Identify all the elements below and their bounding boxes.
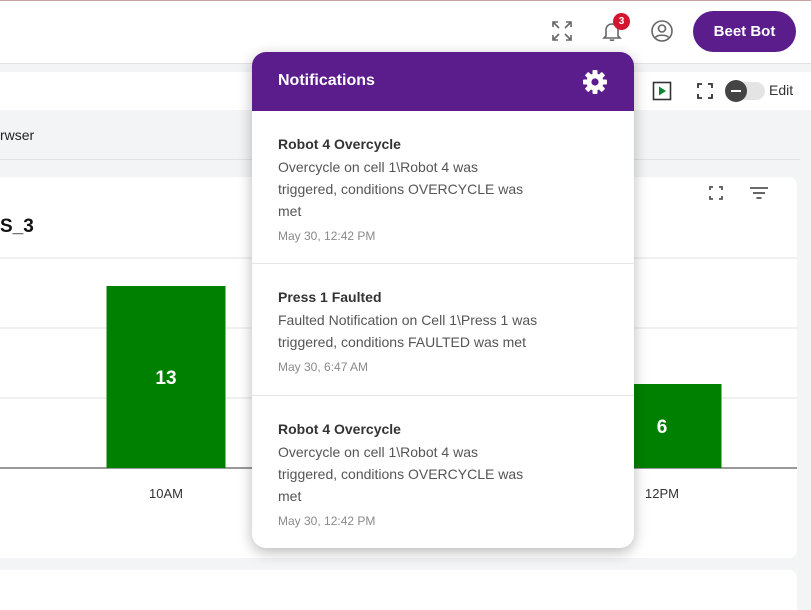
notification-body: Overcycle on cell 1\Robot 4 was triggere… (278, 156, 608, 222)
notification-body: Overcycle on cell 1\Robot 4 was triggere… (278, 441, 608, 507)
notification-item[interactable]: Robot 4 Overcycle Overcycle on cell 1\Ro… (252, 396, 634, 548)
browser-label: rwser (0, 127, 35, 143)
bottom-card (0, 570, 797, 610)
notification-body-line: Overcycle on cell 1\Robot 4 was (278, 444, 478, 460)
fullscreen-icon[interactable] (549, 18, 575, 44)
notification-body-line: triggered, conditions OVERCYCLE was (278, 181, 524, 197)
notification-count-badge: 3 (613, 13, 630, 30)
notification-title: Robot 4 Overcycle (278, 421, 401, 437)
bell-icon[interactable] (599, 18, 625, 44)
notification-body-line: triggered, conditions FAULTED was met (278, 334, 526, 350)
notification-item[interactable]: Robot 4 Overcycle Overcycle on cell 1\Ro… (252, 111, 634, 264)
chart-data-label: 6 (657, 417, 668, 438)
notification-time: May 30, 6:47 AM (278, 360, 369, 374)
user-circle-icon[interactable] (649, 18, 675, 44)
notifications-header: Notifications (252, 52, 634, 111)
notification-time: May 30, 12:42 PM (278, 514, 376, 528)
notification-body-line: met (278, 203, 302, 219)
edit-toggle-switch[interactable] (725, 80, 765, 102)
toggle-knob (725, 80, 747, 102)
chart-labels: 13 10AM 6 12PM (149, 368, 679, 501)
notification-title: Robot 4 Overcycle (278, 136, 401, 152)
gear-icon[interactable] (581, 68, 609, 96)
notification-item[interactable]: Press 1 Faulted Faulted Notification on … (252, 264, 634, 396)
notification-time: May 30, 12:42 PM (278, 229, 376, 243)
notifications-panel: Notifications Robot 4 Overcycle (252, 52, 634, 548)
expand-icon[interactable] (694, 80, 716, 102)
notification-body-line: triggered, conditions OVERCYCLE was (278, 466, 524, 482)
chart-bar[interactable] (106, 286, 226, 468)
filter-icon[interactable] (749, 183, 769, 203)
notification-body-line: met (278, 488, 302, 504)
notification-title: Press 1 Faulted (278, 289, 382, 305)
notification-body-line: Faulted Notification on Cell 1\Press 1 w… (278, 312, 538, 328)
chart-category-label: 10AM (149, 486, 183, 501)
edit-label: Edit (769, 82, 794, 98)
chart-data-label: 13 (155, 368, 176, 389)
notification-body-line: Overcycle on cell 1\Robot 4 was (278, 159, 478, 175)
chart-category-label: 12PM (645, 486, 679, 501)
notifications-title: Notifications (278, 72, 375, 89)
play-icon[interactable] (651, 80, 673, 102)
user-menu-button[interactable]: Beet Bot (693, 11, 796, 52)
notification-body: Faulted Notification on Cell 1\Press 1 w… (278, 309, 608, 353)
chart-title: S_3 (0, 216, 34, 237)
expand-icon[interactable] (706, 183, 726, 203)
